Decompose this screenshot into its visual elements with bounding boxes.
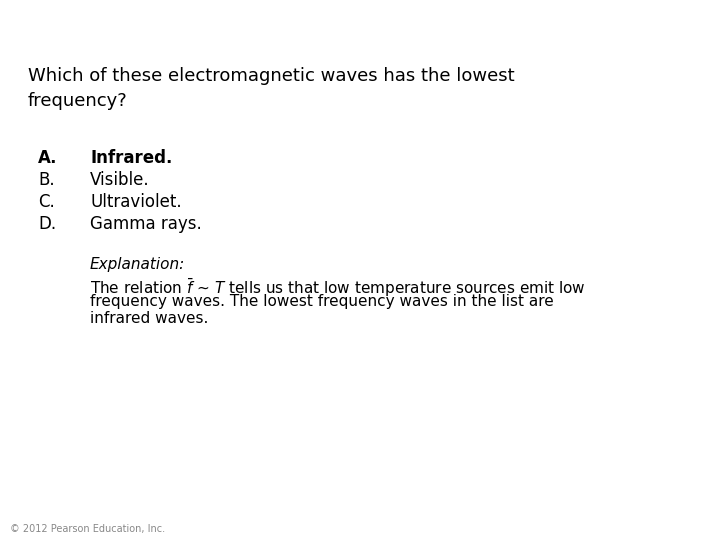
Text: Which of these electromagnetic waves has the lowest
frequency?: Which of these electromagnetic waves has… <box>28 67 515 110</box>
Text: C.: C. <box>38 193 55 211</box>
Text: Visible.: Visible. <box>90 171 150 189</box>
Text: infrared waves.: infrared waves. <box>90 311 208 326</box>
Text: D.: D. <box>38 215 56 233</box>
Text: Infrared.: Infrared. <box>90 149 172 167</box>
Text: A.: A. <box>38 149 58 167</box>
Text: Ultraviolet.: Ultraviolet. <box>90 193 181 211</box>
Text: Explanation:: Explanation: <box>90 257 185 272</box>
Text: © 2012 Pearson Education, Inc.: © 2012 Pearson Education, Inc. <box>10 524 165 534</box>
Text: frequency waves. The lowest frequency waves in the list are: frequency waves. The lowest frequency wa… <box>90 294 554 309</box>
Text: Conceptual Physical Science 5e — Chapter 7: Conceptual Physical Science 5e — Chapter… <box>10 10 459 29</box>
Text: Gamma rays.: Gamma rays. <box>90 215 202 233</box>
Text: B.: B. <box>38 171 55 189</box>
Text: The relation $\bar{f}$ ~ $T$ tells us that low temperature sources emit low: The relation $\bar{f}$ ~ $T$ tells us th… <box>90 277 586 299</box>
